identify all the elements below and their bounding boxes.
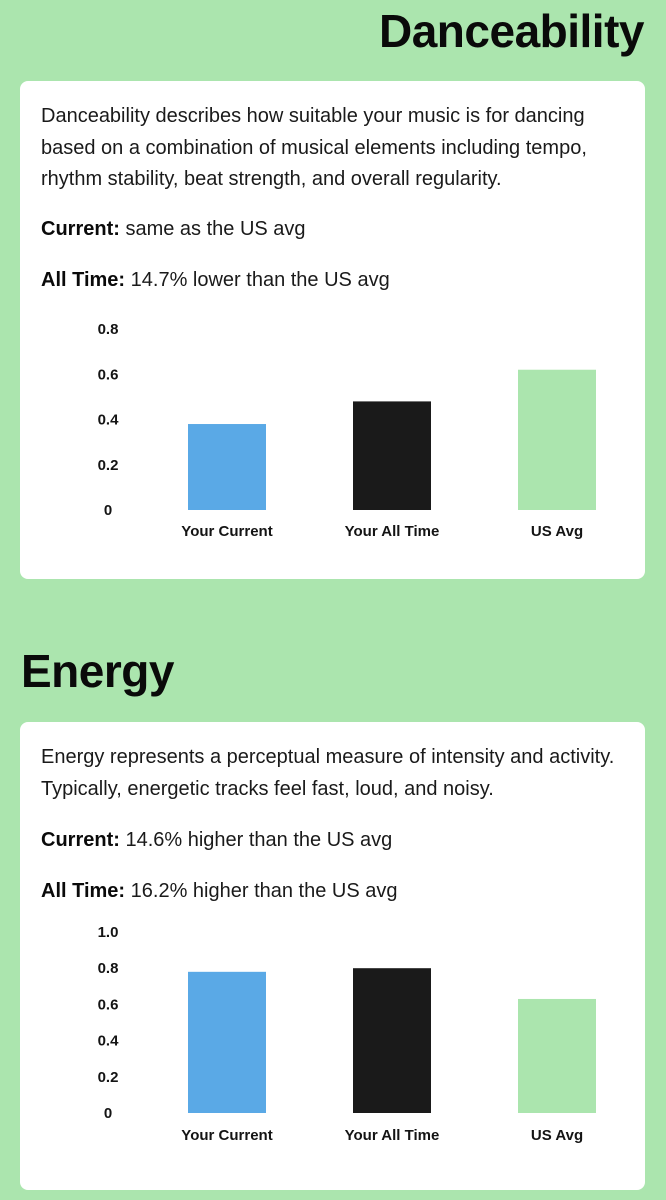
bar-your-current bbox=[188, 971, 266, 1113]
category-label: Your Current bbox=[181, 1127, 272, 1144]
current-value: 14.6% higher than the US avg bbox=[125, 829, 393, 851]
y-tick-label: 0.2 bbox=[98, 1069, 119, 1086]
energy-bar-chart: 0 0.2 0.4 0.6 0.8 1.0 Your Current Your All Tim… bbox=[98, 924, 596, 1144]
energy-alltime-stat: All Time: 16.2% higher than the US avg bbox=[41, 879, 398, 903]
energy-title: Energy bbox=[21, 645, 174, 697]
y-tick-label: 0.4 bbox=[98, 412, 120, 429]
y-tick-label: 0.2 bbox=[98, 457, 119, 474]
bar-us-avg bbox=[518, 998, 596, 1113]
y-tick-label: 1.0 bbox=[98, 924, 119, 941]
danceability-alltime-stat: All Time: 14.7% lower than the US avg bbox=[41, 268, 390, 292]
energy-current-stat: Current: 14.6% higher than the US avg bbox=[41, 828, 392, 852]
energy-chart: 0 0.2 0.4 0.6 0.8 1.0 Your Current Your All Tim… bbox=[20, 924, 645, 1164]
category-label: Your All Time bbox=[345, 523, 440, 540]
current-label: Current: bbox=[41, 218, 120, 240]
y-tick-label: 0.8 bbox=[98, 960, 119, 977]
danceability-title: Danceability bbox=[379, 5, 645, 57]
bar-your-all-time bbox=[353, 401, 431, 510]
category-label: Your Current bbox=[181, 523, 272, 540]
alltime-value: 16.2% higher than the US avg bbox=[130, 880, 398, 902]
bar-your-current bbox=[188, 424, 266, 510]
alltime-label: All Time: bbox=[41, 880, 126, 902]
danceability-current-stat: Current: same as the US avg bbox=[41, 217, 306, 241]
danceability-bar-chart: 0 0.2 0.4 0.6 0.8 Your Current Your All Time US… bbox=[98, 321, 596, 540]
y-tick-label: 0.6 bbox=[98, 996, 119, 1013]
y-tick-label: 0 bbox=[104, 502, 112, 519]
y-tick-label: 0.8 bbox=[98, 321, 119, 338]
y-tick-label: 0 bbox=[104, 1105, 112, 1122]
category-label: US Avg bbox=[531, 1127, 583, 1144]
energy-card: Energy represents a perceptual measure o… bbox=[20, 722, 645, 1190]
energy-description: Energy represents a perceptual measure o… bbox=[41, 746, 615, 800]
alltime-label: All Time: bbox=[41, 269, 126, 291]
alltime-value: 14.7% lower than the US avg bbox=[130, 269, 390, 291]
y-tick-label: 0.4 bbox=[98, 1033, 120, 1050]
danceability-chart: 0 0.2 0.4 0.6 0.8 Your Current Your All Time US… bbox=[20, 311, 645, 551]
category-label: Your All Time bbox=[345, 1127, 440, 1144]
current-label: Current: bbox=[41, 829, 120, 851]
danceability-description: Danceability describes how suitable your… bbox=[41, 105, 587, 190]
category-label: US Avg bbox=[531, 523, 583, 540]
current-value: same as the US avg bbox=[125, 218, 306, 240]
danceability-card: Danceability describes how suitable your… bbox=[20, 81, 645, 579]
bar-your-all-time bbox=[353, 968, 431, 1113]
bar-us-avg bbox=[518, 369, 596, 510]
y-tick-label: 0.6 bbox=[98, 366, 119, 383]
